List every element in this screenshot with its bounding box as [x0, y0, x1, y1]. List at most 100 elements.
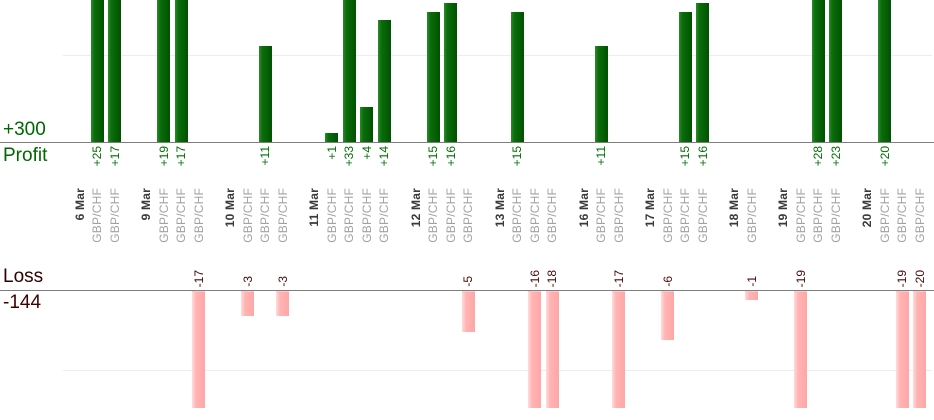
trade-column: GBP/CHF -18 [544, 0, 562, 420]
date-group: 12 Mar GBP/CHF +15 GBP/CHF +16 GBP/CHF -5 [407, 0, 477, 420]
loss-bar [545, 291, 559, 408]
date-group: 6 Mar GBP/CHF +25 GBP/CHF +17 [71, 0, 124, 420]
profit-bar [510, 11, 524, 142]
date-column: 10 Mar [222, 0, 240, 420]
date-column: 20 Mar [859, 0, 877, 420]
trade-column: GBP/CHF -17 [190, 0, 208, 420]
profit-bar [377, 20, 391, 142]
trade-column: GBP/CHF +33 [341, 0, 359, 420]
trade-column: GBP/CHF -19 [894, 0, 912, 420]
date-column: 12 Mar [407, 0, 425, 420]
trade-column: GBP/CHF -17 [610, 0, 628, 420]
loss-bar [528, 291, 542, 408]
trade-column: GBP/CHF -5 [460, 0, 478, 420]
profit-bar [594, 46, 608, 142]
trade-value-label: +4 [359, 146, 374, 160]
symbol-label: GBP/CHF [793, 188, 808, 243]
profit-bar [360, 107, 374, 142]
trade-value-label: -6 [660, 276, 675, 287]
symbol-label: GBP/CHF [275, 188, 290, 243]
symbol-label: GBP/CHF [744, 188, 759, 243]
loss-axis-line [0, 290, 934, 291]
profit-gridline [63, 55, 932, 56]
trade-value-label: +25 [90, 146, 105, 167]
symbol-label: GBP/CHF [695, 188, 710, 243]
date-column: 6 Mar [71, 0, 89, 420]
trade-value-label: +28 [811, 146, 826, 167]
date-group: 20 Mar GBP/CHF +20 GBP/CHF -19 GBP/CHF -20 [859, 0, 929, 420]
date-group: 18 Mar GBP/CHF -1 [726, 0, 761, 420]
trade-column: GBP/CHF -3 [274, 0, 292, 420]
symbol-label: GBP/CHF [107, 188, 122, 243]
loss-bar [745, 291, 759, 300]
profit-bar [444, 2, 458, 142]
date-column: 18 Mar [726, 0, 744, 420]
symbol-label: GBP/CHF [877, 188, 892, 243]
date-column: 16 Mar [575, 0, 593, 420]
date-label: 6 Mar [72, 188, 87, 221]
trade-value-label: +11 [258, 146, 273, 166]
trade-value-label: -3 [275, 276, 290, 287]
symbol-label: GBP/CHF [660, 188, 675, 243]
trade-value-label: +14 [377, 146, 392, 167]
trade-column: GBP/CHF -19 [792, 0, 810, 420]
loss-bar [661, 291, 675, 340]
symbol-label: GBP/CHF [811, 188, 826, 243]
loss-bar [895, 291, 909, 408]
symbol-label: GBP/CHF [678, 188, 693, 243]
profit-axis-line [0, 142, 934, 143]
trade-column: GBP/CHF +15 [509, 0, 527, 420]
trade-column: GBP/CHF +23 [827, 0, 845, 420]
loss-bar [461, 291, 475, 332]
date-group: 9 Mar GBP/CHF +19 GBP/CHF +17 GBP/CHF -17 [138, 0, 208, 420]
date-group: 11 Mar GBP/CHF +1 GBP/CHF +33 GBP/CHF +4 GBP/CH… [306, 0, 394, 420]
symbol-label: GBP/CHF [377, 188, 392, 243]
symbol-label: GBP/CHF [828, 188, 843, 243]
symbol-label: GBP/CHF [258, 188, 273, 243]
date-label: 19 Mar [776, 188, 791, 228]
trade-value-label: +15 [426, 146, 441, 167]
symbol-label: GBP/CHF [527, 188, 542, 243]
date-label: 10 Mar [223, 188, 238, 228]
trade-column: GBP/CHF +19 [155, 0, 173, 420]
date-group: 19 Mar GBP/CHF -19 GBP/CHF +28 GBP/CHF +23 [775, 0, 845, 420]
symbol-label: GBP/CHF [342, 188, 357, 243]
trade-column: GBP/CHF -1 [743, 0, 761, 420]
profit-bar [90, 0, 104, 142]
trade-column: GBP/CHF -20 [911, 0, 929, 420]
trade-column: GBP/CHF +17 [106, 0, 124, 420]
trade-value-label: -5 [461, 276, 476, 287]
profit-bar [342, 0, 356, 142]
trade-column: GBP/CHF +14 [376, 0, 394, 420]
symbol-label: GBP/CHF [611, 188, 626, 243]
date-column: 13 Mar [491, 0, 509, 420]
date-group: 10 Mar GBP/CHF -3 GBP/CHF +11 GBP/CHF -3 [222, 0, 292, 420]
trade-column: GBP/CHF +15 [425, 0, 443, 420]
trade-column: GBP/CHF +16 [442, 0, 460, 420]
symbol-label: GBP/CHF [426, 188, 441, 243]
symbol-label: GBP/CHF [240, 188, 255, 243]
trade-column: GBP/CHF -16 [526, 0, 544, 420]
date-column: 19 Mar [775, 0, 793, 420]
date-group: 13 Mar GBP/CHF +15 GBP/CHF -16 GBP/CHF -18 [491, 0, 561, 420]
trade-column: GBP/CHF +11 [593, 0, 611, 420]
trade-column: GBP/CHF +28 [810, 0, 828, 420]
loss-total-label: -144 [3, 292, 42, 313]
profit-bar [157, 0, 171, 142]
trade-column: GBP/CHF -6 [659, 0, 677, 420]
trade-value-label: -17 [611, 269, 626, 287]
trade-column: GBP/CHF +1 [323, 0, 341, 420]
trade-value-label: +33 [342, 146, 357, 167]
trade-value-label: +23 [828, 146, 843, 167]
trade-value-label: +11 [594, 146, 609, 166]
trade-column: GBP/CHF +25 [89, 0, 107, 420]
symbol-label: GBP/CHF [359, 188, 374, 243]
profit-total-label: +300 [3, 119, 46, 140]
loss-bar [241, 291, 255, 316]
symbol-label: GBP/CHF [510, 188, 525, 243]
trade-column: GBP/CHF +11 [257, 0, 275, 420]
symbol-label: GBP/CHF [156, 188, 171, 243]
symbol-label: GBP/CHF [545, 188, 560, 243]
trade-value-label: -19 [793, 269, 808, 287]
